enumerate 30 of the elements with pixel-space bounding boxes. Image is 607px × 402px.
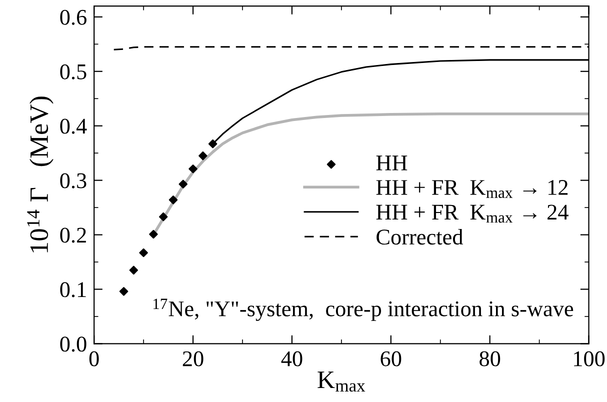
point: [208, 139, 218, 148]
x-tick-label: 60: [380, 351, 402, 366]
x-tick-label: 0: [89, 351, 99, 366]
legend-label: HH: [376, 156, 408, 170]
point: [119, 287, 128, 296]
point: [178, 180, 188, 188]
x-tick-label: 20: [182, 351, 204, 366]
y-tick-label: 0.2: [60, 228, 86, 243]
point: [129, 266, 138, 275]
y-tick-label: 0.3: [60, 173, 86, 188]
point: [158, 212, 168, 222]
y-tick-label: 0.5: [60, 64, 86, 80]
point: [198, 151, 208, 160]
y-tick-label: 0.6: [60, 10, 86, 25]
y-tick-label: 0.0: [60, 336, 86, 352]
y-axis-title: 10$^{14}$ Γ (MeV): [27, 96, 54, 252]
x-tick-label: 40: [281, 351, 302, 366]
point: [168, 196, 178, 204]
legend-label: HH + FR K$_{max}$ → 24: [376, 204, 568, 223]
legend-label: Corrected: [376, 228, 464, 245]
y-tick-label: 0.1: [60, 282, 86, 298]
point: [139, 248, 148, 258]
x-axis-title: K$_{max}$: [318, 372, 366, 392]
x-tick-label: 80: [480, 351, 500, 366]
legend-label: HH + FR K$_{max}$ → 12: [376, 180, 568, 198]
point: [188, 164, 198, 174]
annotation: $^{17}$Ne, "Y"-system, core-p interaction in s-wave: [153, 298, 574, 321]
y-tick-label: 0.4: [60, 118, 87, 134]
point: [149, 230, 158, 239]
x-tick-label: 100: [574, 351, 605, 366]
